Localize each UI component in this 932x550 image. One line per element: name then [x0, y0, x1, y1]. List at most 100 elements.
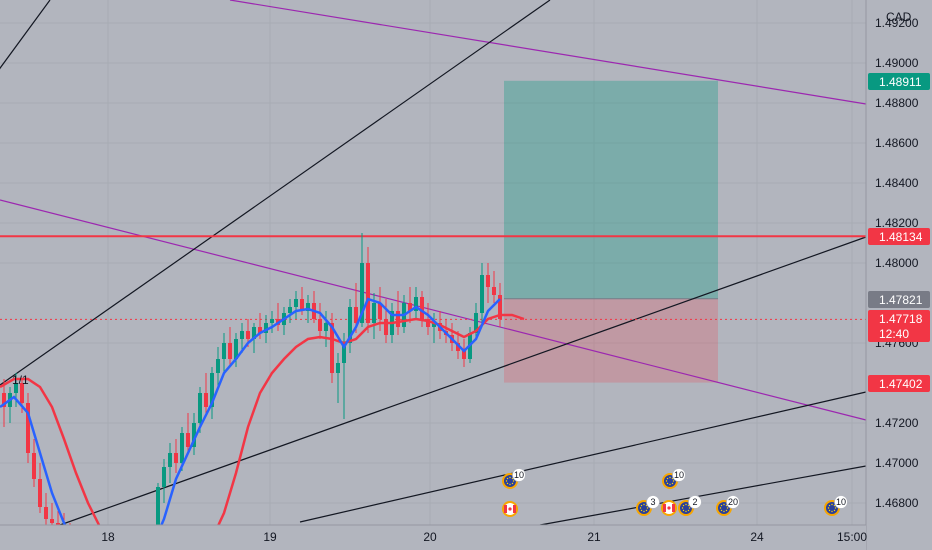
eu-star — [640, 504, 643, 507]
candle-body — [318, 319, 322, 331]
trend-line-upper-purple[interactable] — [229, 0, 867, 105]
trend-line-black-c[interactable] — [59, 236, 867, 526]
price-axis[interactable]: 1.49200 1.49000 1.48800 1.48600 1.48400 1.482… — [865, 0, 932, 550]
candle-body — [222, 343, 226, 359]
price-tick-label: 1.48200 — [875, 216, 919, 230]
event-count: 10 — [514, 470, 524, 480]
eu-star — [669, 483, 671, 486]
eu-star — [506, 477, 509, 480]
countdown-label: 12:40 — [879, 327, 909, 341]
candle-body — [336, 363, 340, 373]
eu-event-icon[interactable]: 10 — [824, 495, 848, 517]
candle-body — [270, 319, 274, 323]
ca-flag-left — [504, 505, 507, 513]
price-tick-label: 1.49200 — [875, 16, 919, 30]
eu-star — [671, 477, 674, 480]
candle-body — [432, 323, 436, 327]
candle-body — [300, 299, 304, 311]
eu-star — [506, 482, 509, 485]
candle-body — [258, 327, 262, 333]
badge-bg — [834, 495, 848, 509]
candle-body — [264, 323, 268, 333]
eu-star — [505, 480, 508, 482]
eu-event-icon[interactable]: 10 — [502, 468, 526, 490]
trend-line-black-e[interactable] — [539, 465, 867, 526]
candle-body — [294, 299, 298, 307]
candle-body — [384, 319, 388, 335]
price-tag-bg — [868, 73, 930, 90]
price-tag[interactable]: 1.47821 — [868, 291, 930, 308]
event-count-badge: 10 — [512, 468, 526, 482]
eu-star — [725, 504, 728, 507]
time-axis-background — [0, 525, 866, 550]
eu-star — [646, 507, 649, 509]
annotation-text: 1/1 — [12, 373, 29, 387]
eu-star — [682, 509, 685, 512]
candle-body — [210, 373, 214, 407]
time-tick-label: 24 — [750, 530, 764, 544]
trend-lines[interactable] — [0, 0, 867, 526]
eu-star — [665, 480, 668, 482]
economic-events[interactable]: 10 10 3 2 20 10 — [502, 468, 848, 518]
event-count: 2 — [692, 497, 697, 507]
price-tag-bg — [868, 310, 930, 342]
candle-body — [414, 297, 418, 311]
candle-body — [462, 351, 466, 359]
profit-zone[interactable] — [504, 80, 718, 299]
eu-star — [669, 476, 671, 479]
candle-body — [216, 359, 220, 373]
eu-star — [723, 503, 725, 506]
eu-star — [511, 477, 514, 480]
price-tag-label: 1.47821 — [879, 293, 923, 307]
eu-star — [685, 510, 687, 513]
price-tag[interactable]: 1.48134 — [868, 228, 930, 245]
event-count-badge: 2 — [688, 495, 702, 509]
candle-body — [198, 393, 202, 423]
time-tick-label: 15:00 — [837, 530, 867, 544]
trend-line-black-a[interactable] — [0, 0, 51, 75]
event-count-badge: 10 — [834, 495, 848, 509]
ca-flag-left — [663, 504, 666, 512]
price-tag-label: 1.47718 — [879, 312, 923, 326]
canada-event-icon[interactable] — [502, 501, 518, 517]
stop-zone[interactable] — [504, 298, 718, 383]
candle-body — [2, 393, 6, 407]
price-tag[interactable]: 1.47402 — [868, 375, 930, 392]
price-tag-bg — [868, 291, 930, 308]
eu-event-icon[interactable]: 2 — [678, 495, 702, 517]
time-axis[interactable]: 18 19 20 21 24 15:00 — [0, 524, 867, 550]
trend-line-black-d[interactable] — [299, 391, 867, 523]
candle-body — [234, 339, 238, 359]
event-count: 20 — [728, 497, 738, 507]
eu-star — [666, 482, 669, 485]
candle-body — [372, 303, 376, 323]
candle-body — [180, 433, 184, 463]
canada-event-icon[interactable] — [661, 500, 677, 516]
moving-average-slow — [0, 313, 525, 550]
candle-body — [324, 323, 328, 331]
candle-body — [228, 343, 232, 359]
candle-body — [156, 487, 160, 533]
eu-star — [685, 503, 687, 506]
eu-star — [720, 509, 723, 512]
time-tick-label: 18 — [101, 530, 115, 544]
ca-maple — [508, 507, 512, 511]
eu-star — [643, 510, 645, 513]
time-tick-label: 20 — [423, 530, 437, 544]
event-count-badge: 10 — [672, 468, 686, 482]
price-tick-label: 1.46800 — [875, 496, 919, 510]
trend-line-black-b[interactable] — [0, 0, 551, 386]
eu-event-icon[interactable]: 10 — [662, 468, 686, 490]
eu-event-icon[interactable]: 3 — [636, 495, 660, 517]
event-count: 10 — [836, 497, 846, 507]
candle-body — [426, 319, 430, 327]
long-position-tool[interactable] — [504, 80, 718, 383]
eu-event-icon[interactable]: 20 — [716, 495, 740, 517]
candle-body — [246, 331, 250, 339]
price-tag-label: 1.47402 — [879, 377, 923, 391]
candle-body — [306, 303, 310, 311]
price-tag[interactable]: 1.48911 — [868, 73, 930, 90]
